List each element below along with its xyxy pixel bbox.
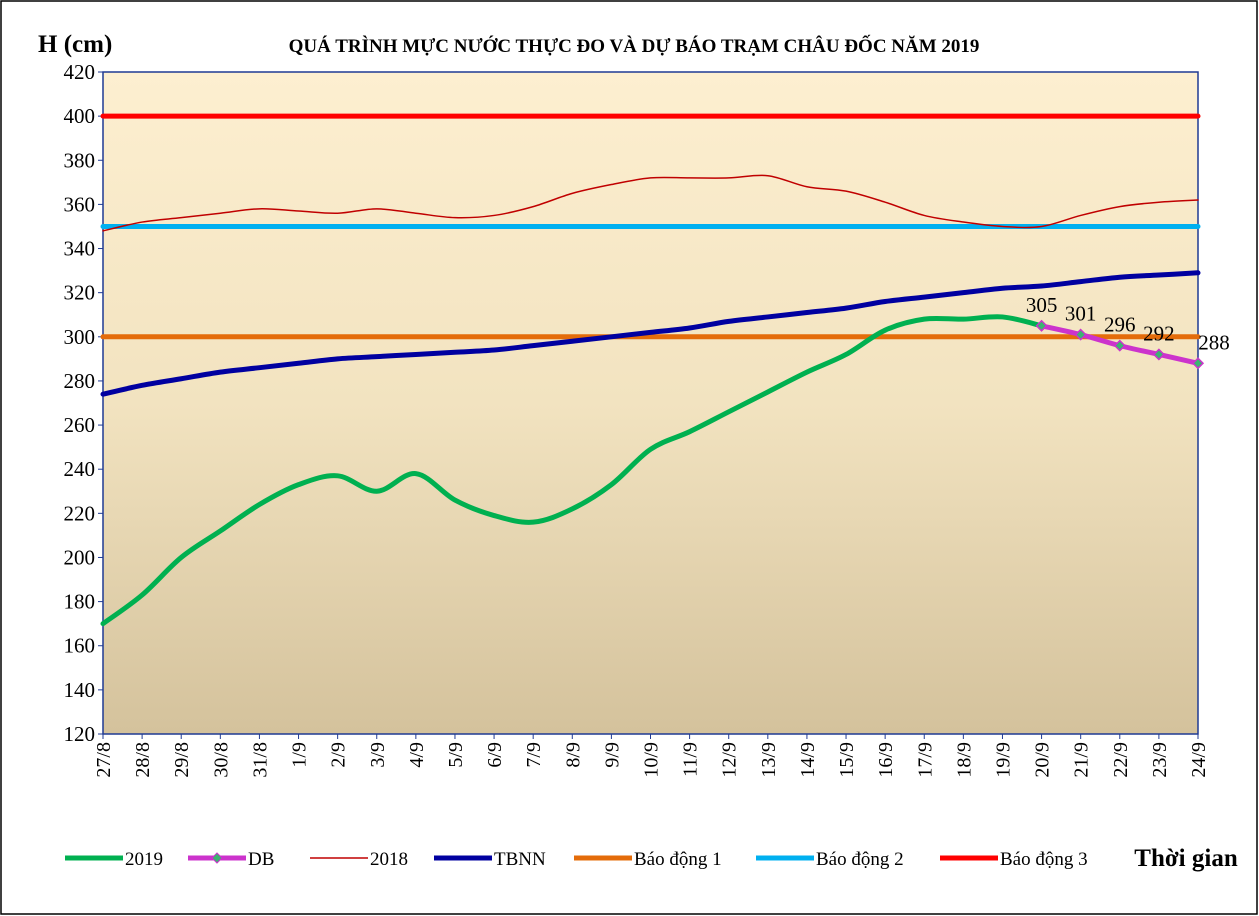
legend-label: 2019 xyxy=(125,849,163,870)
x-tick-label: 30/8 xyxy=(210,742,232,778)
x-tick-label: 2/9 xyxy=(328,742,350,768)
y-tick-label: 320 xyxy=(64,281,96,305)
y-tick-label: 200 xyxy=(64,545,96,569)
marker xyxy=(1035,319,1048,332)
y-tick-label: 380 xyxy=(64,148,96,172)
data-label: 288 xyxy=(1198,330,1230,354)
chart-title: QUÁ TRÌNH MỰC NƯỚC THỰC ĐO VÀ DỰ BÁO TRẠ… xyxy=(289,35,980,57)
marker xyxy=(1191,357,1205,370)
marker xyxy=(1074,328,1087,341)
x-tick-label: 10/9 xyxy=(641,742,663,778)
x-tick-label: 12/9 xyxy=(719,742,741,778)
line-2019 xyxy=(100,314,1045,627)
marker xyxy=(1113,339,1126,352)
legend-label: Báo động 1 xyxy=(634,849,722,870)
x-tick-label: 7/9 xyxy=(523,742,545,768)
x-axis-label: Thời gian xyxy=(1134,845,1238,872)
x-tick-label: 8/9 xyxy=(562,742,584,768)
x-tick-label: 23/9 xyxy=(1149,742,1171,778)
y-tick-label: 400 xyxy=(64,104,96,128)
line-tbnn xyxy=(100,270,1201,397)
y-tick-label: 360 xyxy=(64,192,96,216)
x-tick-label: 1/9 xyxy=(289,742,311,768)
legend-label: Báo động 3 xyxy=(1000,849,1088,870)
x-tick-label: 5/9 xyxy=(445,742,467,768)
y-tick-label: 220 xyxy=(64,501,96,525)
x-tick-label: 22/9 xyxy=(1110,742,1132,778)
y-tick-label: 340 xyxy=(64,237,96,261)
x-tick-label: 4/9 xyxy=(406,742,428,768)
data-label: 292 xyxy=(1143,321,1175,345)
legend-marker xyxy=(211,852,223,864)
data-label: 296 xyxy=(1104,313,1136,337)
y-tick-label: 240 xyxy=(64,457,96,481)
x-tick-label: 17/9 xyxy=(914,742,936,778)
x-tick-label: 19/9 xyxy=(992,742,1014,778)
line-2018 xyxy=(102,174,1199,232)
x-tick-label: 31/8 xyxy=(249,742,271,778)
x-tick-label: 13/9 xyxy=(758,742,780,778)
data-label: 305 xyxy=(1026,293,1058,317)
x-tick-label: 11/9 xyxy=(680,742,702,777)
y-axis-label: H (cm) xyxy=(38,31,112,58)
x-tick-label: 9/9 xyxy=(601,742,623,768)
x-tick-label: 29/8 xyxy=(171,742,193,778)
legend-label: DB xyxy=(248,849,274,870)
x-tick-label: 27/8 xyxy=(93,742,115,778)
y-tick-label: 180 xyxy=(64,590,96,614)
legend-label: Báo động 2 xyxy=(816,849,904,870)
x-tick-label: 15/9 xyxy=(836,742,858,778)
x-tick-label: 6/9 xyxy=(484,742,506,768)
y-tick-label: 140 xyxy=(64,678,96,702)
legend-label: 2018 xyxy=(370,849,408,870)
x-tick-label: 24/9 xyxy=(1188,742,1210,778)
y-tick-label: 300 xyxy=(64,325,96,349)
x-tick-label: 16/9 xyxy=(875,742,897,778)
x-tick-label: 28/8 xyxy=(132,742,154,778)
marker xyxy=(1152,348,1165,361)
legend-label: TBNN xyxy=(494,849,546,870)
y-tick-label: 120 xyxy=(64,722,96,746)
x-tick-label: 20/9 xyxy=(1032,742,1054,778)
x-tick-label: 18/9 xyxy=(953,742,975,778)
y-tick-label: 260 xyxy=(64,413,96,437)
data-label: 301 xyxy=(1065,302,1097,326)
plot-area xyxy=(102,71,1199,735)
x-tick-label: 21/9 xyxy=(1071,742,1093,778)
x-tick-label: 3/9 xyxy=(367,742,389,768)
x-tick-label: 14/9 xyxy=(797,742,819,778)
y-tick-label: 280 xyxy=(64,369,96,393)
y-tick-label: 420 xyxy=(64,60,96,84)
y-tick-label: 160 xyxy=(64,634,96,658)
